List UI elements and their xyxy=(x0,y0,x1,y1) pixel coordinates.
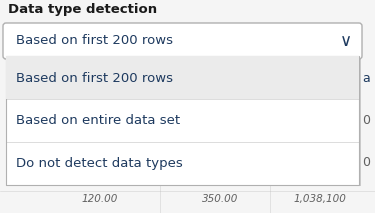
Text: a: a xyxy=(362,72,370,85)
Bar xyxy=(6,56,359,185)
Bar xyxy=(359,0,375,185)
Text: Do not detect data types: Do not detect data types xyxy=(16,157,183,170)
Text: 120.00: 120.00 xyxy=(82,194,118,204)
Text: 0: 0 xyxy=(362,115,370,128)
Text: Based on entire data set: Based on entire data set xyxy=(16,115,180,128)
Text: ∨: ∨ xyxy=(340,32,352,50)
FancyBboxPatch shape xyxy=(3,23,362,59)
Text: 350.00: 350.00 xyxy=(202,194,238,204)
Text: Data type detection: Data type detection xyxy=(8,3,157,16)
Text: Based on first 200 rows: Based on first 200 rows xyxy=(16,72,173,85)
Bar xyxy=(6,56,361,186)
Text: 0: 0 xyxy=(362,157,370,170)
Bar xyxy=(6,56,359,99)
Text: 1,038,100: 1,038,100 xyxy=(294,194,346,204)
Text: Based on first 200 rows: Based on first 200 rows xyxy=(16,35,173,47)
